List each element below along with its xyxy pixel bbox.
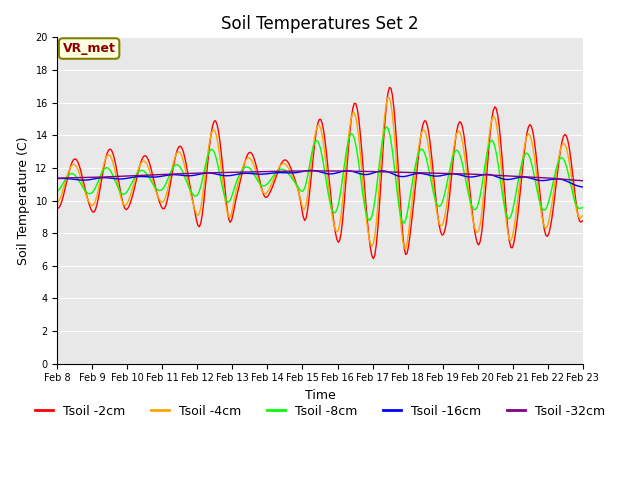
Legend: Tsoil -2cm, Tsoil -4cm, Tsoil -8cm, Tsoil -16cm, Tsoil -32cm: Tsoil -2cm, Tsoil -4cm, Tsoil -8cm, Tsoi… xyxy=(29,400,611,423)
Line: Tsoil -2cm: Tsoil -2cm xyxy=(58,87,582,259)
Tsoil -2cm xyxy=(236,178,244,184)
Tsoil -2cm xyxy=(54,206,61,212)
Line: Tsoil -8cm: Tsoil -8cm xyxy=(58,127,582,223)
Tsoil -32cm xyxy=(228,169,236,175)
Tsoil -8cm xyxy=(579,205,586,211)
Tsoil -16cm xyxy=(118,176,125,182)
Tsoil -32cm xyxy=(579,178,586,183)
Tsoil -32cm xyxy=(551,176,559,181)
Tsoil -4cm xyxy=(118,197,125,203)
Tsoil -8cm xyxy=(118,191,125,197)
Tsoil -4cm xyxy=(552,171,560,177)
Tsoil -8cm xyxy=(236,170,244,176)
Tsoil -8cm xyxy=(54,188,61,194)
Tsoil -4cm xyxy=(284,163,291,169)
Tsoil -16cm xyxy=(210,171,218,177)
Tsoil -4cm xyxy=(384,95,392,100)
Tsoil -2cm xyxy=(579,218,586,224)
Tsoil -8cm xyxy=(400,220,408,226)
Tsoil -16cm xyxy=(579,184,586,190)
Tsoil -16cm xyxy=(307,168,314,173)
Tsoil -16cm xyxy=(236,171,244,177)
Tsoil -16cm xyxy=(284,170,291,176)
Tsoil -4cm xyxy=(402,246,410,252)
Tsoil -16cm xyxy=(228,172,236,178)
Tsoil -32cm xyxy=(210,170,218,176)
Tsoil -4cm xyxy=(579,213,586,218)
Tsoil -8cm xyxy=(552,166,560,172)
Tsoil -2cm xyxy=(118,195,125,201)
Tsoil -32cm xyxy=(118,173,125,179)
Tsoil -4cm xyxy=(236,173,244,179)
Tsoil -16cm xyxy=(54,176,61,181)
Tsoil -2cm xyxy=(284,158,291,164)
Text: VR_met: VR_met xyxy=(63,42,116,55)
Tsoil -8cm xyxy=(210,149,218,155)
Tsoil -8cm xyxy=(228,194,236,200)
Line: Tsoil -16cm: Tsoil -16cm xyxy=(58,170,582,187)
Y-axis label: Soil Temperature (C): Soil Temperature (C) xyxy=(17,136,30,265)
Tsoil -32cm xyxy=(236,169,244,175)
Tsoil -4cm xyxy=(54,200,61,205)
Line: Tsoil -32cm: Tsoil -32cm xyxy=(58,171,582,180)
Tsoil -2cm xyxy=(369,256,377,262)
Tsoil -2cm xyxy=(210,119,218,124)
Tsoil -2cm xyxy=(552,180,560,186)
Tsoil -32cm xyxy=(54,175,61,181)
Tsoil -32cm xyxy=(284,168,291,174)
Tsoil -8cm xyxy=(284,169,291,175)
Tsoil -2cm xyxy=(228,217,236,223)
Title: Soil Temperatures Set 2: Soil Temperatures Set 2 xyxy=(221,15,419,33)
Tsoil -4cm xyxy=(210,127,218,133)
Tsoil -32cm xyxy=(314,168,322,174)
Tsoil -8cm xyxy=(383,124,390,130)
Tsoil -4cm xyxy=(228,210,236,216)
Line: Tsoil -4cm: Tsoil -4cm xyxy=(58,97,582,249)
Tsoil -16cm xyxy=(551,176,559,182)
X-axis label: Time: Time xyxy=(305,389,335,402)
Tsoil -2cm xyxy=(386,84,394,90)
